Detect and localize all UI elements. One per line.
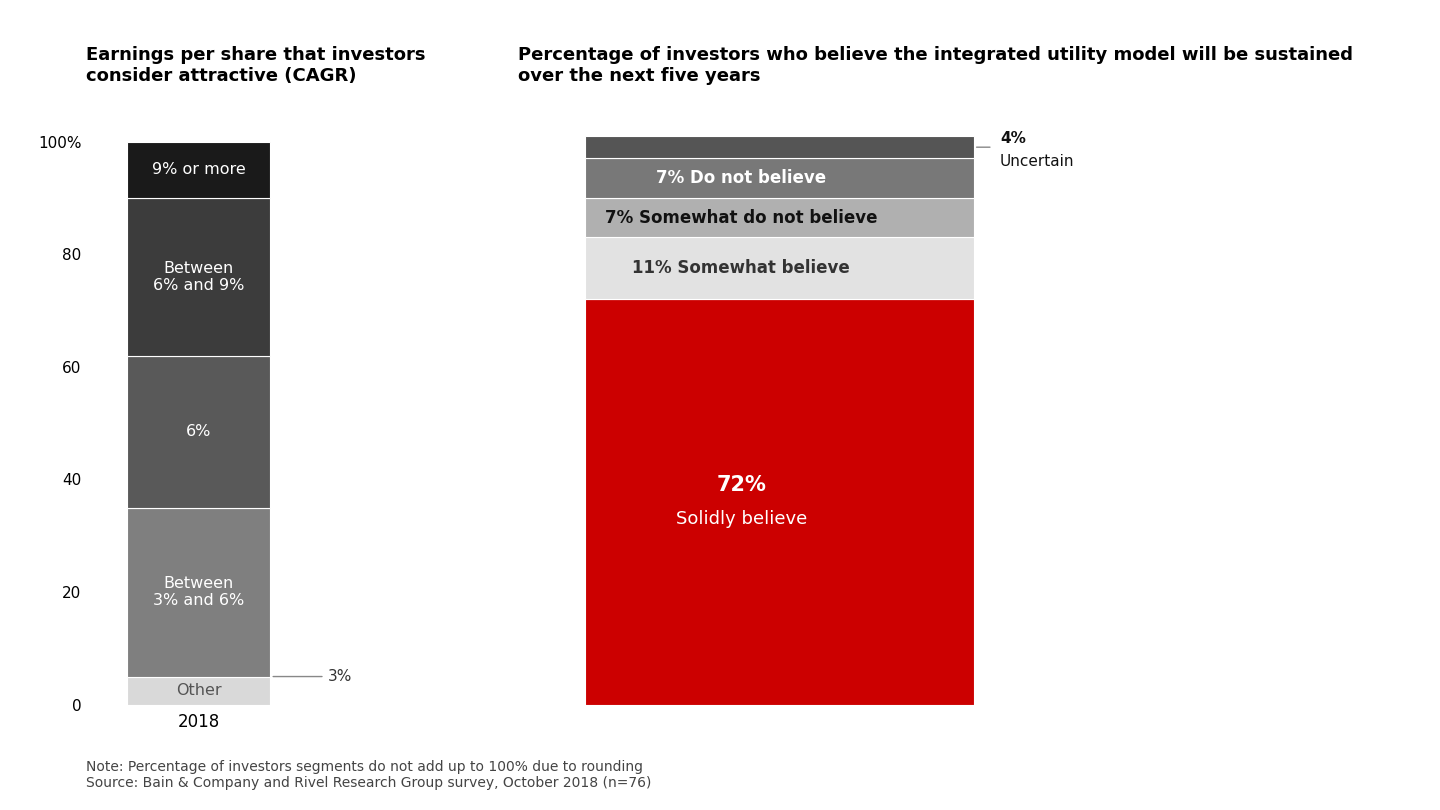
Text: Earnings per share that investors
consider attractive (CAGR): Earnings per share that investors consid… — [86, 46, 426, 85]
Text: Other: Other — [176, 683, 222, 698]
Text: Percentage of investors who believe the integrated utility model will be sustain: Percentage of investors who believe the … — [518, 46, 1354, 85]
Bar — [127, 142, 271, 198]
Bar — [127, 356, 271, 508]
Text: 7% Do not believe: 7% Do not believe — [657, 169, 827, 187]
Text: 9% or more: 9% or more — [153, 162, 246, 177]
Text: 11% Somewhat believe: 11% Somewhat believe — [632, 259, 850, 277]
Bar — [585, 299, 973, 705]
Text: 72%: 72% — [717, 475, 766, 495]
Bar — [127, 508, 271, 676]
Text: Uncertain: Uncertain — [999, 154, 1074, 168]
Text: Between
3% and 6%: Between 3% and 6% — [153, 576, 245, 608]
Bar — [127, 676, 271, 705]
Text: Solidly believe: Solidly believe — [675, 509, 806, 528]
Text: 3%: 3% — [274, 669, 351, 684]
Text: Between
6% and 9%: Between 6% and 9% — [153, 261, 245, 293]
Text: 7% Somewhat do not believe: 7% Somewhat do not believe — [605, 209, 877, 227]
Bar — [585, 237, 973, 299]
Text: 6%: 6% — [186, 424, 212, 439]
Bar — [585, 198, 973, 237]
Text: 4%: 4% — [999, 131, 1025, 147]
Bar — [127, 198, 271, 356]
Text: Note: Percentage of investors segments do not add up to 100% due to rounding
Sou: Note: Percentage of investors segments d… — [86, 760, 652, 790]
Bar — [585, 159, 973, 198]
Bar — [585, 136, 973, 159]
